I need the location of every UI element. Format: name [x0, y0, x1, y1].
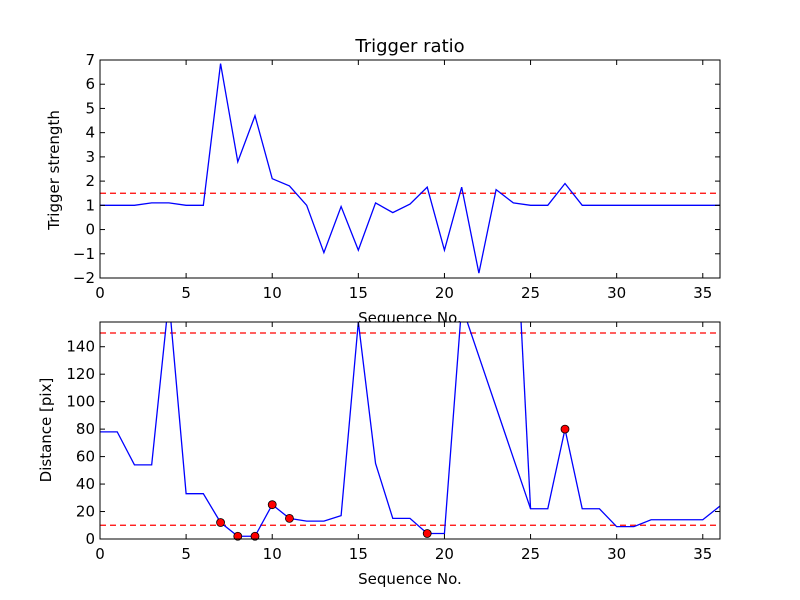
- y-tick-label: 40: [76, 475, 95, 493]
- y-tick-label: 7: [85, 51, 95, 69]
- series-line: [100, 322, 720, 537]
- series-line: [100, 63, 720, 274]
- x-tick-label: 20: [435, 545, 454, 563]
- data-point-marker: [560, 424, 570, 434]
- x-tick-label: 15: [349, 545, 368, 563]
- chart-title: Trigger ratio: [354, 36, 464, 57]
- x-tick-label: 0: [95, 545, 105, 563]
- y-tick-label: 4: [85, 124, 95, 142]
- data-point-marker: [285, 513, 294, 523]
- y-tick-label: 60: [76, 448, 95, 466]
- x-tick-label: 35: [693, 545, 712, 563]
- trigger-ratio-chart: Trigger ratio Sequence No. Trigger stren…: [45, 36, 721, 327]
- y-tick-label: 2: [85, 172, 95, 190]
- x-tick-label: 5: [181, 284, 191, 302]
- x-tick-label: 10: [263, 284, 282, 302]
- x-axis-label: Sequence No.: [358, 570, 462, 588]
- data-point-marker: [267, 500, 277, 510]
- axes-frame: [99, 59, 721, 279]
- y-tick-label: −2: [73, 269, 95, 287]
- x-tick-label: 30: [607, 545, 626, 563]
- x-tick-label: 10: [263, 545, 282, 563]
- series-line-segment: [520, 322, 532, 509]
- y-tick-label: 20: [76, 503, 95, 521]
- y-axis-label: Distance [pix]: [37, 378, 55, 483]
- y-tick-label: 0: [85, 530, 95, 548]
- y-axis-label: Trigger strength: [45, 110, 63, 231]
- x-tick-label: 0: [95, 284, 105, 302]
- x-tick-label: 30: [607, 284, 626, 302]
- x-tick-label: 15: [349, 284, 368, 302]
- x-tick-label: 25: [521, 545, 540, 563]
- x-tick-label: 35: [693, 284, 712, 302]
- y-tick-label: 80: [76, 420, 95, 438]
- data-point-marker: [422, 529, 432, 538]
- y-tick-label: 1: [85, 196, 95, 214]
- y-tick-label: 3: [85, 148, 95, 166]
- data-point-marker: [250, 531, 260, 541]
- x-tick-label: 20: [435, 284, 454, 302]
- y-tick-label: 140: [66, 338, 95, 356]
- y-tick-label: 6: [85, 75, 95, 93]
- y-tick-label: 0: [85, 221, 95, 239]
- y-tick-label: 120: [66, 365, 95, 383]
- plot-area: [100, 60, 720, 278]
- y-tick-label: 5: [85, 99, 95, 117]
- x-tick-label: 5: [181, 545, 191, 563]
- y-tick-label: −1: [73, 245, 95, 263]
- x-tick-label: 25: [521, 284, 540, 302]
- y-tick-label: 100: [66, 393, 95, 411]
- data-point-marker: [233, 531, 243, 541]
- distance-chart: Sequence No. Distance [pix] 0 5 10 15 20 25 30…: [37, 321, 721, 588]
- axes-frame: [99, 321, 721, 540]
- data-point-marker: [216, 518, 225, 527]
- plot-area: [100, 322, 720, 539]
